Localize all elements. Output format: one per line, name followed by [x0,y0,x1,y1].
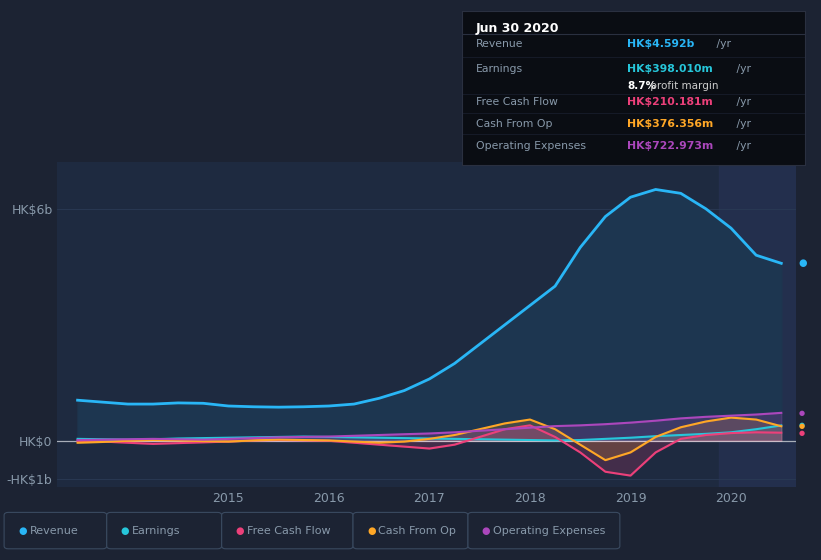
Text: /yr: /yr [732,64,750,73]
Text: /yr: /yr [732,141,750,151]
Text: Revenue: Revenue [30,526,78,536]
Text: Operating Expenses: Operating Expenses [493,526,606,536]
Text: 8.7%: 8.7% [627,81,656,91]
Text: ●: ● [367,526,375,536]
Text: HK$398.010m: HK$398.010m [627,64,713,73]
Text: /yr: /yr [732,97,750,108]
Text: ●: ● [121,526,129,536]
Text: Revenue: Revenue [476,39,524,49]
Text: ●: ● [799,422,805,428]
Text: HK$376.356m: HK$376.356m [627,119,713,129]
Text: Cash From Op: Cash From Op [476,119,553,129]
Text: /yr: /yr [732,119,750,129]
Text: Earnings: Earnings [476,64,523,73]
Text: ●: ● [18,526,26,536]
Text: profit margin: profit margin [646,81,718,91]
Text: ●: ● [482,526,490,536]
Text: ●: ● [236,526,244,536]
Text: ●: ● [799,430,805,436]
Text: Cash From Op: Cash From Op [378,526,456,536]
Text: Earnings: Earnings [132,526,181,536]
Text: ●: ● [799,410,805,416]
Text: Free Cash Flow: Free Cash Flow [247,526,331,536]
Bar [719,162,801,487]
Text: Free Cash Flow: Free Cash Flow [476,97,557,108]
Text: Jun 30 2020: Jun 30 2020 [476,22,559,35]
Text: HK$210.181m: HK$210.181m [627,97,713,108]
Text: Operating Expenses: Operating Expenses [476,141,586,151]
Text: ●: ● [799,258,807,268]
Text: /yr: /yr [713,39,732,49]
Text: HK$722.973m: HK$722.973m [627,141,713,151]
Text: ●: ● [799,423,805,430]
Text: HK$4.592b: HK$4.592b [627,39,695,49]
